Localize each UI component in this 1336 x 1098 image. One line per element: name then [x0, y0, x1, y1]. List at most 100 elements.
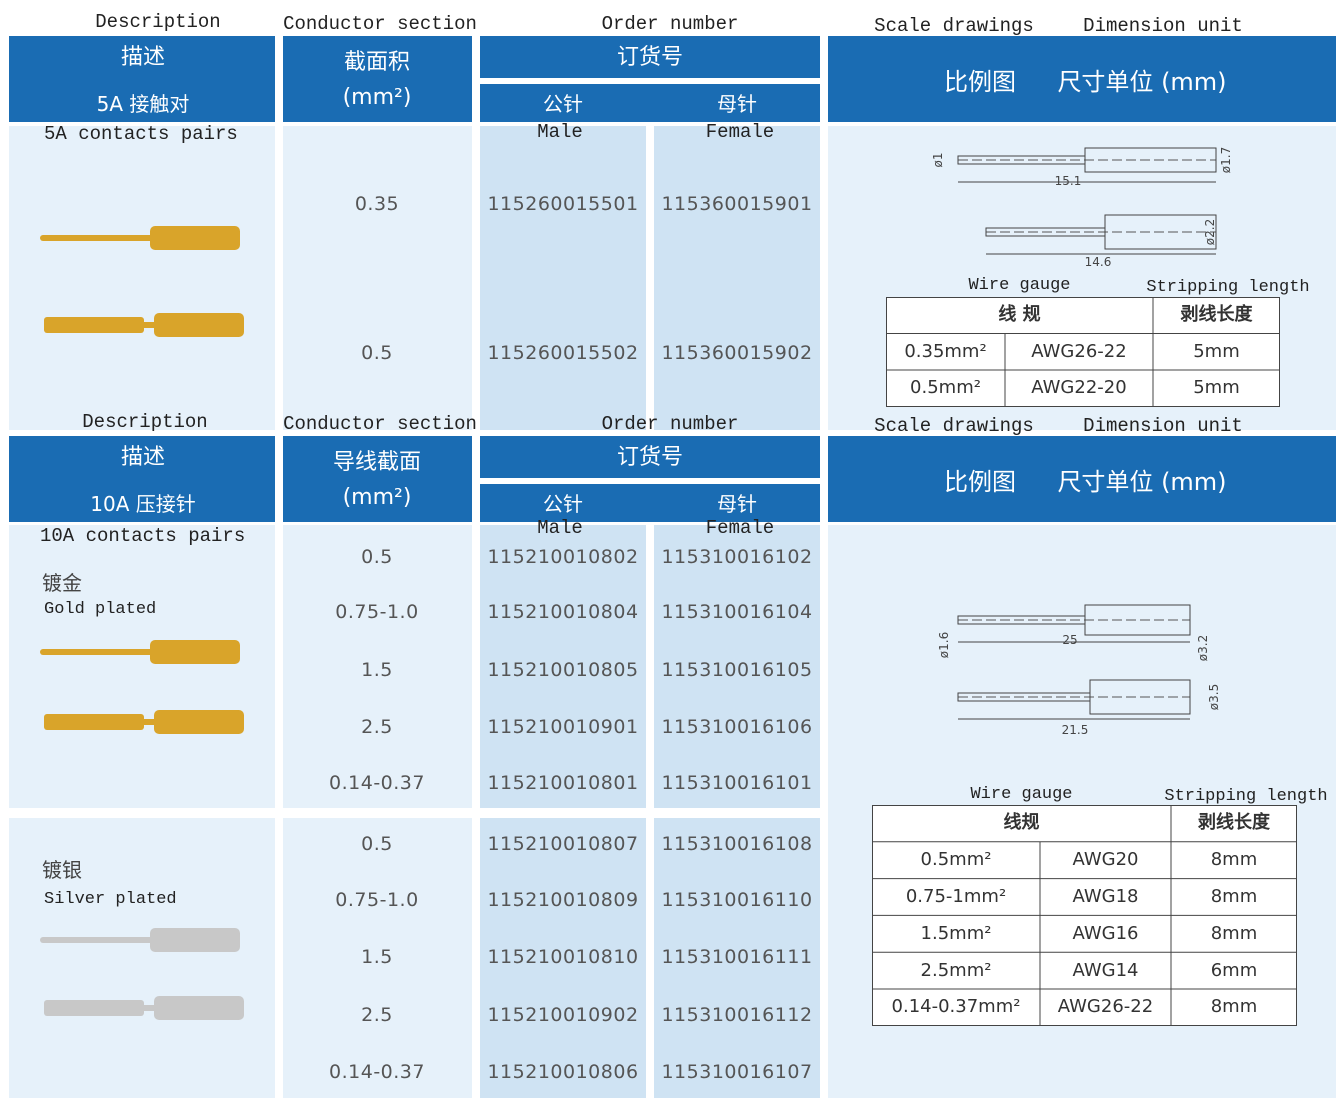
wire-table — [886, 297, 1280, 407]
table-caption: Wire gauge — [968, 276, 1071, 295]
cell-text: 1.5 — [361, 946, 393, 968]
header-cell — [283, 36, 472, 122]
cell-text: 115210010902 — [487, 1004, 639, 1026]
cell-bg — [654, 126, 820, 430]
drawing-stroke — [957, 155, 1086, 165]
table-cell: 8mm — [1210, 886, 1258, 907]
table-cell: AWG20 — [1072, 849, 1139, 871]
cell-bg — [480, 525, 646, 808]
dimension-label: 25 — [1062, 633, 1078, 647]
cell-text: 115210010802 — [487, 546, 639, 568]
cell-text: 2.5 — [361, 1004, 393, 1026]
table-cell: 0.5mm² — [920, 849, 992, 871]
cell-text: 115210010901 — [487, 716, 639, 738]
table-cell: AWG14 — [1072, 959, 1139, 981]
table-caption: Stripping length — [1146, 278, 1310, 297]
cell-text: 2.5 — [361, 716, 393, 738]
cell-bg — [480, 818, 646, 1098]
header-text: 描述 — [120, 445, 165, 470]
table-cell: 0.35mm² — [904, 340, 987, 362]
table-cell: AWG22-20 — [1031, 377, 1127, 399]
cell-text: 115210010805 — [487, 659, 639, 681]
cell-text: 0.14-0.37 — [329, 1061, 425, 1083]
column-label: Male — [537, 121, 583, 143]
product-name: 5A contacts pairs — [44, 123, 238, 145]
pin-sleeve — [44, 1000, 144, 1016]
cell-bg — [480, 126, 646, 430]
cell-text: 0.14-0.37 — [329, 772, 425, 794]
table-caption: Stripping length — [1164, 787, 1328, 806]
header-cell — [480, 84, 820, 122]
header-text: 比例图 — [944, 468, 1016, 496]
table-cell: AWG26-22 — [1057, 996, 1154, 1018]
cell-text: 0.5 — [361, 833, 393, 855]
cell-text: 0.75-1.0 — [335, 601, 419, 623]
table-header: 剥线长度 — [1180, 304, 1253, 326]
pin-body — [154, 313, 244, 337]
table-header: 线 规 — [998, 304, 1041, 326]
header-text: (mm²) — [342, 485, 412, 510]
cell-text: 115310016111 — [661, 946, 813, 968]
cell-text: 115310016102 — [661, 546, 813, 568]
cell-text: 0.5 — [361, 546, 393, 568]
cell-text: 115260015501 — [487, 193, 639, 215]
table-header: 剥线长度 — [1198, 812, 1270, 834]
table-cell: 0.5mm² — [910, 377, 981, 399]
table-cell: 8mm — [1210, 996, 1258, 1018]
column-label: Male — [537, 517, 583, 539]
dimension-label: 15.1 — [1054, 174, 1082, 188]
cell-bg — [9, 818, 275, 1098]
dimension-label: 21.5 — [1061, 723, 1089, 737]
drawing-stroke — [985, 227, 1106, 237]
table-cell: 5mm — [1193, 377, 1240, 399]
cell-bg — [283, 126, 472, 430]
table-cell: AWG18 — [1072, 886, 1139, 907]
cell-bg — [9, 525, 275, 808]
cell-text: 115310016106 — [661, 716, 813, 738]
header-cell — [283, 436, 472, 522]
table-cell: AWG16 — [1072, 922, 1139, 944]
column-label: Dimension unit — [1083, 15, 1243, 37]
table-cell: 8mm — [1210, 922, 1258, 944]
cell-text: 115210010801 — [487, 772, 639, 794]
pin-sleeve — [44, 317, 144, 333]
cell-text: 115260015502 — [487, 342, 639, 364]
header-cell — [9, 436, 275, 522]
table-cell: 8mm — [1210, 849, 1258, 871]
table-cell: 0.14-0.37mm² — [891, 996, 1021, 1018]
pin-body — [154, 996, 244, 1020]
group-name: Silver plated — [44, 890, 177, 909]
group-name: 镀银 — [42, 858, 82, 882]
pin-body — [154, 710, 244, 734]
pin-body — [150, 640, 240, 664]
cell-text: 115210010807 — [487, 833, 639, 855]
cell-text: 115210010809 — [487, 889, 639, 911]
header-text: 10A 压接针 — [90, 492, 196, 516]
drawing-stroke — [957, 615, 1086, 625]
header-text: 订货号 — [616, 445, 683, 470]
header-text: 公针 — [543, 92, 583, 116]
cell-text: 1.5 — [361, 659, 393, 681]
header-cell — [480, 36, 820, 78]
product-name: 10A contacts pairs — [40, 525, 246, 547]
header-text: 尺寸单位 (mm) — [1057, 68, 1227, 96]
header-cell — [828, 36, 1336, 122]
group-name: 镀金 — [42, 571, 82, 595]
pin-shaft — [40, 235, 160, 241]
table-cell: 6mm — [1210, 959, 1258, 981]
cell-text: 115310016107 — [661, 1061, 813, 1083]
cell-text: 0.35 — [354, 193, 400, 215]
dimension-label: ø2.2 — [1203, 218, 1217, 246]
column-label: Scale drawings — [874, 15, 1034, 37]
column-label: Description — [82, 411, 208, 433]
pin-body — [150, 226, 240, 250]
cell-text: 115310016110 — [661, 889, 813, 911]
table-caption: Wire gauge — [970, 785, 1073, 804]
cell-bg — [654, 818, 820, 1098]
pin-body — [150, 928, 240, 952]
table-cell: 5mm — [1193, 340, 1240, 362]
header-text: 公针 — [543, 492, 583, 516]
column-label: Scale drawings — [874, 415, 1034, 437]
group-name: Gold plated — [44, 600, 157, 619]
